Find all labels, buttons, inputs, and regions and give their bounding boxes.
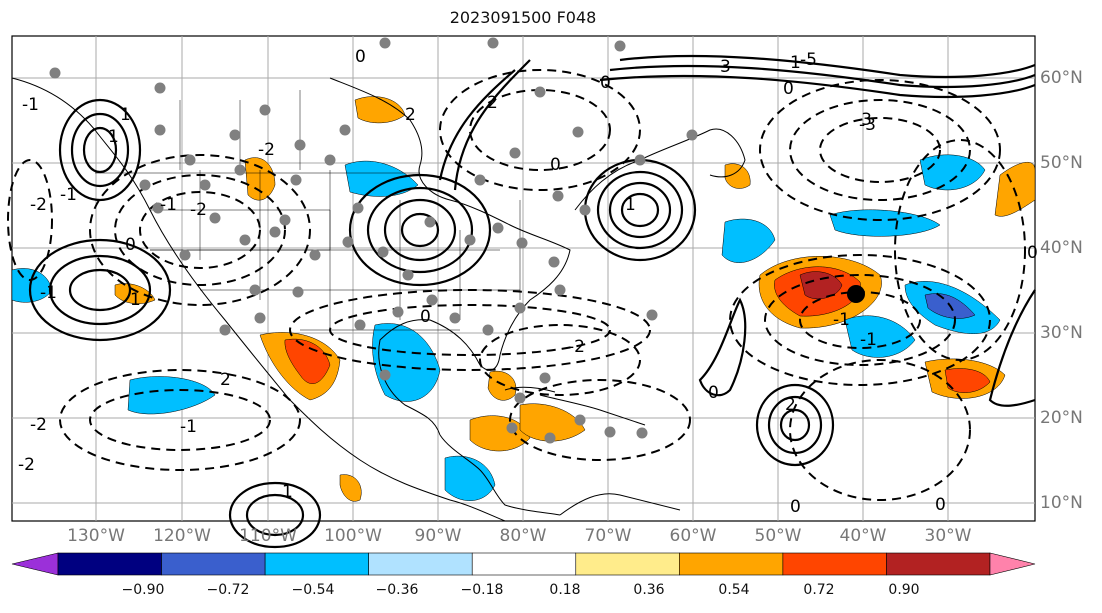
lon-label: 30°W [924,526,972,546]
shade-negative [721,218,776,263]
contour-label: 0 [600,73,611,93]
contour-label: -1 [180,417,197,437]
lat-label: 10°N [1040,493,1083,513]
shade-negative [127,376,216,415]
contour-label: -3 [859,115,876,135]
contour-label: 1 [282,482,293,502]
colorbar-tick: −0.36 [375,582,419,598]
colorbar-segment [471,552,577,576]
shade-strong-positive [944,368,991,393]
shade-strong-positive [284,338,331,384]
colorbar-tick: 0.18 [549,582,581,598]
contour-label: -1 [860,330,877,350]
contour-label: 0 [708,383,719,403]
shade-positive [487,370,517,401]
lat-label: 40°N [1040,238,1083,258]
colorbar-extend-high [989,552,1036,576]
lon-label: 60°W [669,526,717,546]
shade-negative [829,209,941,237]
contour-label: -5 [800,50,817,70]
lat-label: 30°N [1040,323,1083,343]
contour-label: 0 [783,79,794,99]
shade-positive [339,474,362,502]
lon-label: 80°W [499,526,547,546]
lon-label: 110°W [239,526,297,546]
contour-label: 3 [720,57,731,77]
contour-label: 1 [120,105,131,125]
contour-label: -1 [833,310,850,330]
colorbar-segment [575,552,680,576]
contour-label: 2 [220,370,231,390]
contour-label: -1 [40,283,57,303]
colorbar-tick: −0.72 [206,582,250,598]
contour-label: 2 [487,93,498,113]
shade-positive [519,403,586,442]
lon-label: 120°W [153,526,211,546]
station-markers [49,37,698,444]
shade-negative [372,323,441,402]
shade-very-strong [799,271,843,300]
contour-label: 0 [935,495,946,515]
lon-label: 100°W [324,526,382,546]
graticule [12,36,1035,521]
lon-label: 130°W [67,526,125,546]
colorbar-tick: 0.90 [888,582,920,598]
contour-label: 2 [405,105,416,125]
shade-negative [444,455,496,501]
colorbar-extend-low [11,552,59,576]
contour-label: -2 [190,200,207,220]
positive-contours [28,54,1036,549]
lat-label: 50°N [1040,153,1083,173]
contour-label: -2 [30,415,47,435]
contour-label: 1 [130,290,141,310]
colorbar-segment [782,552,887,576]
lon-label: 90°W [414,526,462,546]
contour-label: -1 [60,185,77,205]
colorbar-tick: 0.54 [718,582,750,598]
shade-negative [844,315,916,358]
colorbar-segment [368,552,473,576]
lon-label: 50°W [754,526,802,546]
contour-label: 0 [550,155,561,175]
contour-label: 0 [125,235,136,255]
contour-label: 1 [790,53,801,73]
contour-label: 0 [1027,243,1038,263]
negative-contours [7,69,1026,501]
contour-label: 1 [108,127,119,147]
contour-label: -1 [22,95,39,115]
shade-positive [114,283,156,304]
contour-label: -2 [18,455,35,475]
contour-label: -2 [568,337,585,357]
contour-label: 2 [785,395,796,415]
colorbar-tick: −0.54 [291,582,335,598]
colorbar-tick: −0.90 [121,582,165,598]
contour-label: 0 [790,497,801,517]
storm-marker [847,285,865,303]
colorbar-segment [679,552,784,576]
lon-label: 70°W [584,526,632,546]
contour-label: 0 [355,47,366,67]
shade-positive [724,163,751,189]
contour-label: 0 [420,307,431,327]
lat-label: 60°N [1040,68,1083,88]
contour-label: -2 [258,140,275,160]
colorbar-tick: 0.36 [633,582,665,598]
lon-label: 40°W [839,526,887,546]
coastlines [11,77,746,522]
colorbar-segment [57,552,162,576]
colorbar [11,552,1036,576]
contour-label: -1 [160,195,177,215]
contour-label: -3 [855,110,872,130]
lat-label: 20°N [1040,408,1083,428]
colorbar-segment [161,552,266,576]
map-title: 2023091500 F048 [449,8,597,27]
colorbar-segment [264,552,369,576]
contour-label: -2 [30,195,47,215]
colorbar-segment [886,552,991,576]
colorbar-tick: −0.18 [460,582,504,598]
contour-label: 1 [625,195,636,215]
contour-labels: 0 -2 -1 1 2 3 -5 0 -2 -1 1 2 -3 0 1 -2 2 0 -1 1 0 -2 -1 0 0 -2 1 -1… [18,47,1038,517]
colorbar-tick: 0.72 [803,582,835,598]
